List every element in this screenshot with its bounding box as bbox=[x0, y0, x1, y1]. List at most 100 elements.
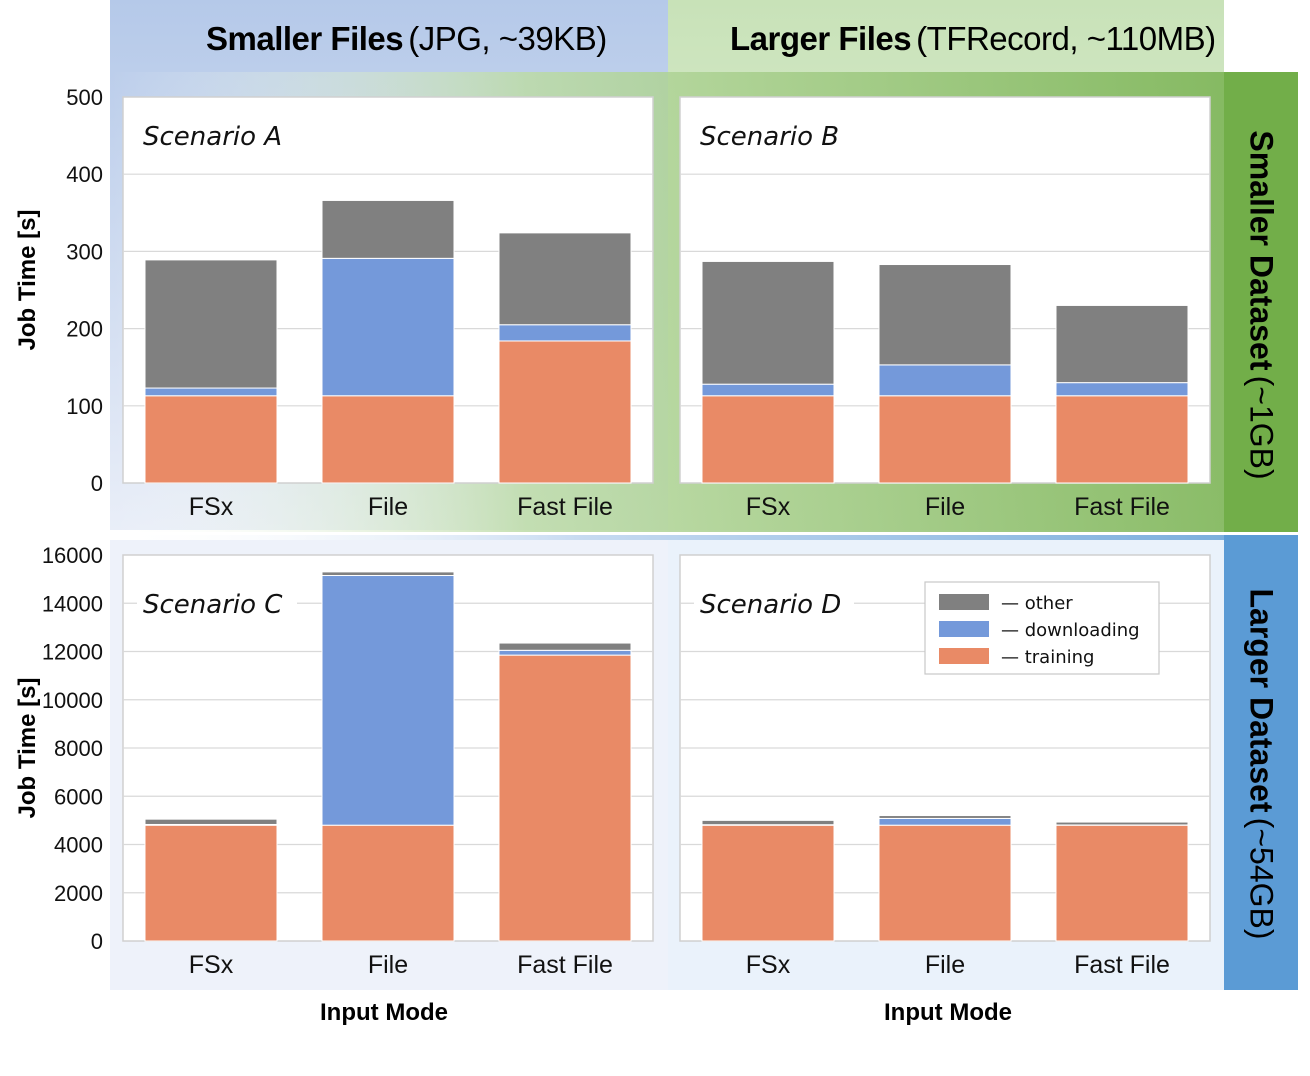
y-tick-label: 6000 bbox=[54, 784, 103, 809]
scenario-title: Scenario B bbox=[700, 122, 839, 152]
legend: — other — downloading — training bbox=[924, 581, 1160, 675]
bar-downloading bbox=[701, 383, 835, 397]
bar-downloading bbox=[498, 324, 632, 342]
bar-other bbox=[701, 260, 835, 385]
column-header-note: (JPG, ~39KB) bbox=[408, 20, 607, 57]
y-tick-label: 100 bbox=[66, 394, 103, 419]
row-header-note: (~54GB) bbox=[1243, 817, 1280, 940]
bar-downloading bbox=[144, 387, 278, 397]
bar-other bbox=[498, 642, 632, 651]
column-header-smaller-files: Smaller Files (JPG, ~39KB) bbox=[206, 20, 607, 58]
row-header-note: (~1GB) bbox=[1243, 375, 1280, 480]
chart-panel-1: FSx File Fast File 0 100 200 300 400 500 Scenario… bbox=[66, 85, 654, 521]
x-tick-label: FSx bbox=[189, 493, 234, 521]
row-header-larger-dataset: Larger Dataset (~54GB) bbox=[1243, 588, 1280, 939]
chart-panel-3: FSx File Fast File 0 2000 4000 6000 8000 10000 12… bbox=[42, 543, 654, 979]
x-axis-title-left: Input Mode bbox=[320, 999, 448, 1026]
scenario-title-bg bbox=[137, 581, 297, 625]
scenario-title-bg bbox=[694, 581, 854, 625]
y-tick-label: 14000 bbox=[42, 591, 103, 616]
bar-training bbox=[498, 340, 632, 484]
scenario-title-bg bbox=[137, 115, 297, 159]
x-tick-label: File bbox=[368, 493, 408, 521]
row-header-bold: Larger Dataset bbox=[1243, 588, 1280, 813]
y-tick-label: 0 bbox=[91, 471, 103, 496]
scenario-title-bg bbox=[694, 115, 854, 159]
bar-training bbox=[701, 824, 835, 942]
scenario-title: Scenario A bbox=[143, 122, 282, 152]
y-tick-label: 12000 bbox=[42, 640, 103, 665]
blue-side-band bbox=[1224, 535, 1298, 990]
y-axis-title-bottom: Job Time [s] bbox=[14, 677, 41, 819]
green-side-band bbox=[1224, 72, 1298, 532]
y-tick-label: 16000 bbox=[42, 543, 103, 568]
bar-training bbox=[878, 824, 1012, 942]
chart-panel-4: FSx File Fast File Scenario D — other — downl… bbox=[679, 554, 1211, 979]
bar-other bbox=[321, 199, 455, 259]
bar-downloading bbox=[878, 364, 1012, 397]
bar-other bbox=[1055, 821, 1189, 826]
x-tick-label: File bbox=[368, 951, 408, 979]
y-axis-title-top: Job Time [s] bbox=[14, 209, 41, 351]
column-header-bold: Smaller Files bbox=[206, 20, 404, 57]
legend-swatch-downloading bbox=[939, 621, 989, 637]
bar-other bbox=[498, 232, 632, 326]
column-header-note: (TFRecord, ~110MB) bbox=[916, 20, 1216, 57]
x-axis-title-right: Input Mode bbox=[884, 999, 1012, 1026]
x-tick-label: Fast File bbox=[517, 493, 613, 521]
column-header-larger-files: Larger Files (TFRecord, ~110MB) bbox=[730, 20, 1216, 58]
y-tick-label: 400 bbox=[66, 162, 103, 187]
y-tick-label: 2000 bbox=[54, 881, 103, 906]
bar-downloading bbox=[1055, 382, 1189, 397]
x-tick-label: File bbox=[925, 951, 965, 979]
scenario-title: Scenario D bbox=[700, 590, 841, 620]
x-tick-label: Fast File bbox=[517, 951, 613, 979]
bar-training bbox=[498, 654, 632, 942]
y-tick-label: 500 bbox=[66, 85, 103, 110]
x-tick-label: FSx bbox=[189, 951, 234, 979]
bar-other bbox=[878, 815, 1012, 819]
bar-other bbox=[321, 571, 455, 577]
scenario-title: Scenario C bbox=[143, 590, 283, 620]
bar-other bbox=[144, 818, 278, 825]
bar-other bbox=[878, 264, 1012, 366]
y-tick-label: 4000 bbox=[54, 833, 103, 858]
legend-label-other: — other bbox=[1001, 593, 1073, 614]
bar-training bbox=[878, 395, 1012, 484]
bar-downloading bbox=[321, 257, 455, 397]
y-tick-label: 200 bbox=[66, 317, 103, 342]
x-tick-label: FSx bbox=[746, 951, 791, 979]
chart-panel-2: FSx File Fast File Scenario B bbox=[679, 96, 1211, 521]
y-tick-label: 8000 bbox=[54, 736, 103, 761]
row-header-bold: Smaller Dataset bbox=[1243, 130, 1280, 371]
bar-training bbox=[144, 824, 278, 942]
x-tick-label: FSx bbox=[746, 493, 791, 521]
y-tick-label: 0 bbox=[91, 929, 103, 954]
legend-swatch-other bbox=[939, 594, 989, 610]
y-tick-label: 300 bbox=[66, 239, 103, 264]
row-header-smaller-dataset: Smaller Dataset (~1GB) bbox=[1243, 130, 1280, 479]
x-tick-label: Fast File bbox=[1074, 951, 1170, 979]
column-header-bold: Larger Files bbox=[730, 20, 912, 57]
x-tick-label: File bbox=[925, 493, 965, 521]
legend-label-downloading: — downloading bbox=[1001, 620, 1140, 641]
bar-training bbox=[321, 395, 455, 484]
y-tick-label: 10000 bbox=[42, 688, 103, 713]
bar-training bbox=[1055, 395, 1189, 484]
bar-training bbox=[1055, 824, 1189, 942]
bar-training bbox=[321, 824, 455, 942]
legend-label-training: — training bbox=[1001, 647, 1094, 668]
bar-training bbox=[701, 395, 835, 484]
charts-group: FSx File Fast File 0 100 200 300 400 500 Scenario… bbox=[42, 85, 1211, 979]
bar-other bbox=[1055, 304, 1189, 384]
bar-other bbox=[701, 819, 835, 826]
x-tick-label: Fast File bbox=[1074, 493, 1170, 521]
bar-downloading bbox=[878, 817, 1012, 826]
bar-training bbox=[144, 395, 278, 484]
legend-swatch-training bbox=[939, 648, 989, 664]
bar-downloading bbox=[321, 575, 455, 826]
bar-other bbox=[144, 259, 278, 389]
bar-downloading bbox=[498, 649, 632, 656]
